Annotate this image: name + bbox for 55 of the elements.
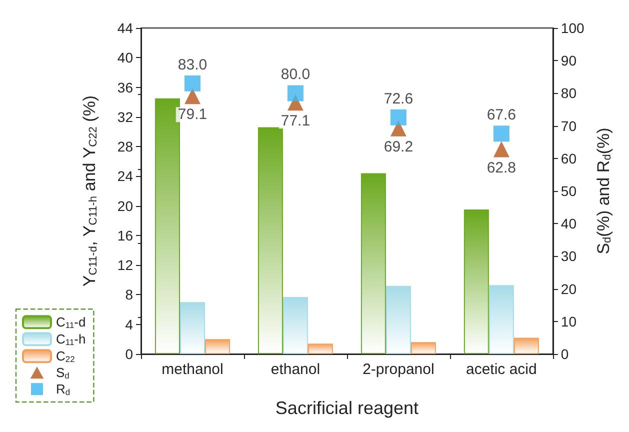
y-tick-label: 32 bbox=[117, 108, 134, 125]
x-tick-label: methanol bbox=[162, 361, 224, 378]
y-tick-label: 40 bbox=[117, 50, 134, 66]
y2-tick-label: 100 bbox=[560, 20, 584, 36]
y2-tick-label: 80 bbox=[560, 85, 577, 102]
y-tick-label: 24 bbox=[117, 168, 134, 184]
data-label: 80.0 bbox=[280, 66, 310, 84]
y-tick-label: 28 bbox=[117, 138, 134, 155]
data-label: 67.6 bbox=[486, 106, 516, 124]
bar bbox=[308, 344, 333, 354]
y-tick-label: 16 bbox=[117, 227, 134, 244]
y-tick-label: 12 bbox=[117, 257, 134, 274]
y2-tick-label: 20 bbox=[560, 280, 577, 297]
point bbox=[390, 109, 406, 126]
data-label: 77.1 bbox=[280, 112, 310, 130]
y2-tick-label: 30 bbox=[560, 248, 577, 264]
y-tick-label: 8 bbox=[125, 286, 134, 303]
y-tick-label: 4 bbox=[125, 316, 134, 332]
bar bbox=[282, 296, 308, 354]
y-tick-label: 44 bbox=[117, 20, 134, 36]
bar bbox=[410, 342, 436, 354]
y-axis-title: YC11-d, YC11-h and YC22 (%) bbox=[80, 95, 100, 287]
y2-tick-label: 50 bbox=[560, 183, 577, 199]
point bbox=[493, 126, 510, 142]
bar bbox=[360, 173, 386, 354]
data-label: 83.0 bbox=[178, 56, 208, 74]
y2-tick-label: 40 bbox=[560, 216, 577, 232]
bar bbox=[258, 127, 283, 354]
bar bbox=[488, 285, 514, 354]
y2-tick-label: 70 bbox=[560, 118, 577, 134]
x-tick-label: 2-propanol bbox=[362, 361, 434, 378]
data-label: 79.1 bbox=[178, 106, 208, 124]
bar bbox=[386, 286, 411, 354]
y2-tick-label: 0 bbox=[560, 346, 569, 362]
x-tick-label: acetic acid bbox=[466, 361, 537, 378]
bar bbox=[180, 302, 205, 354]
point bbox=[287, 85, 304, 102]
bar bbox=[204, 339, 230, 354]
y2-tick-label: 60 bbox=[560, 150, 577, 166]
y2-tick-label: 90 bbox=[560, 52, 577, 69]
x-axis-title: Sacrificial reagent bbox=[275, 398, 418, 418]
bar bbox=[464, 210, 489, 354]
data-label: 69.2 bbox=[384, 138, 414, 156]
y-tick-label: 0 bbox=[125, 346, 134, 362]
x-tick-label: ethanol bbox=[270, 361, 320, 378]
data-label: 62.8 bbox=[486, 159, 516, 176]
y-tick-label: 36 bbox=[117, 79, 134, 96]
point bbox=[184, 75, 200, 92]
bar bbox=[154, 98, 180, 354]
bar bbox=[514, 338, 539, 354]
y-tick-label: 20 bbox=[117, 198, 134, 214]
point bbox=[493, 141, 510, 158]
y2-tick-label: 10 bbox=[560, 313, 577, 330]
y2-axis-title: Sd(%) and Rd(%) bbox=[594, 128, 614, 254]
data-label: 72.6 bbox=[384, 90, 414, 108]
